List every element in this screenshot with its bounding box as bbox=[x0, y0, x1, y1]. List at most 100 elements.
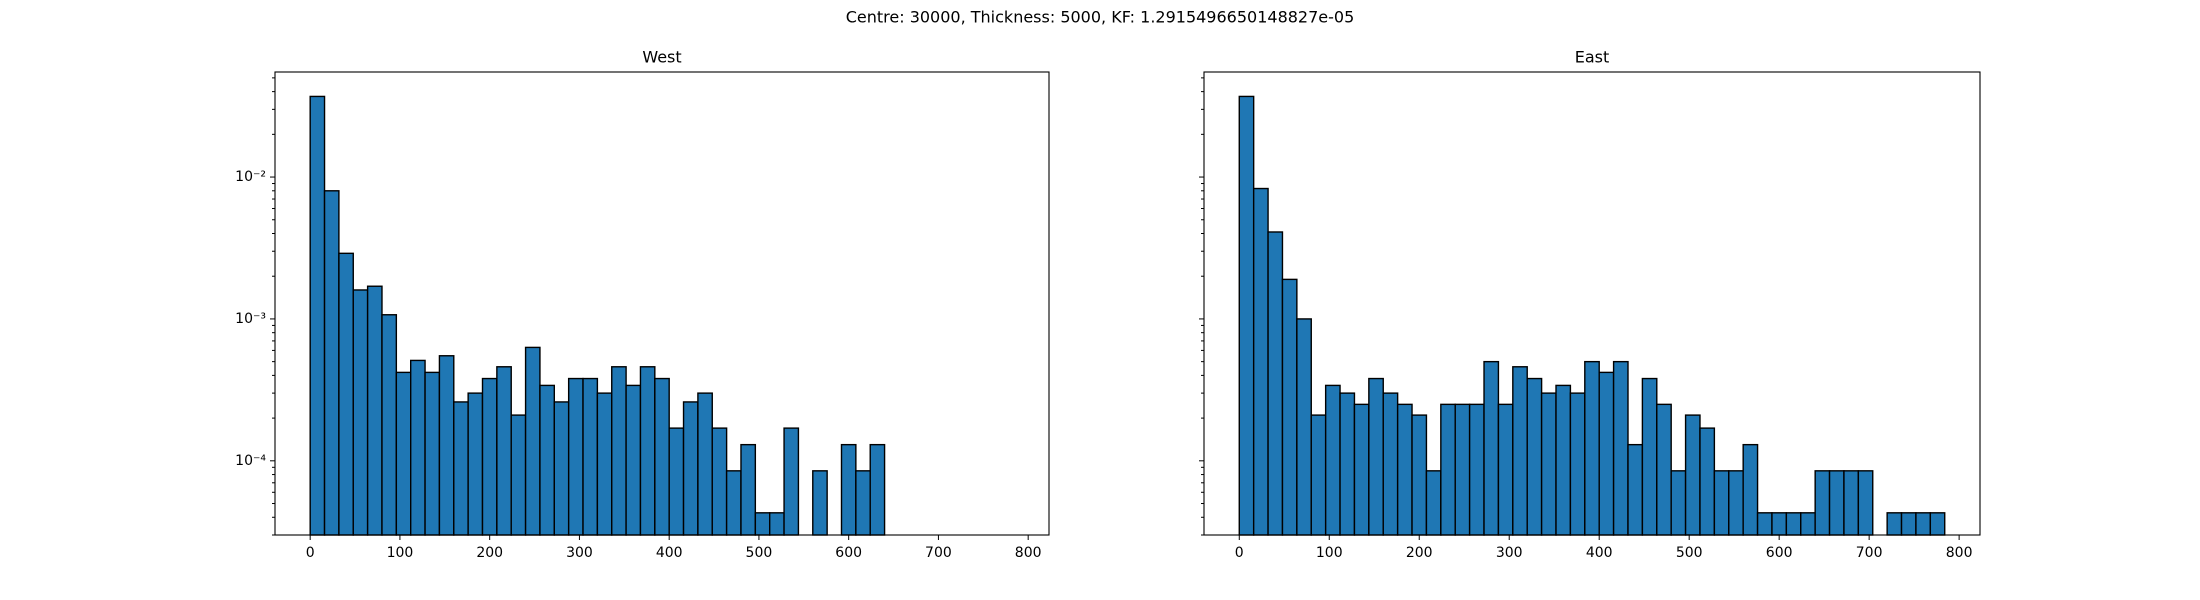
x-tick-label: 500 bbox=[1676, 545, 1703, 561]
x-tick-label: 500 bbox=[746, 545, 773, 561]
bar bbox=[1814, 470, 1831, 536]
bar bbox=[1382, 392, 1399, 536]
bar bbox=[840, 443, 857, 536]
bar bbox=[567, 377, 584, 536]
bar bbox=[338, 252, 354, 536]
axes-title: East bbox=[1575, 48, 1610, 67]
bar bbox=[1641, 377, 1658, 536]
bar bbox=[1555, 384, 1572, 536]
bar bbox=[1468, 403, 1485, 536]
bar bbox=[596, 392, 613, 536]
bar bbox=[1612, 360, 1629, 536]
bar bbox=[1339, 392, 1356, 536]
bar bbox=[352, 289, 369, 536]
bar bbox=[1699, 427, 1716, 536]
bar bbox=[812, 470, 828, 536]
bar bbox=[1454, 403, 1471, 536]
bar bbox=[395, 371, 412, 536]
bar bbox=[1843, 470, 1860, 536]
bar bbox=[1267, 231, 1284, 536]
x-tick-label: 600 bbox=[835, 545, 862, 561]
bar bbox=[725, 470, 742, 536]
bar bbox=[1756, 512, 1773, 536]
bar bbox=[611, 366, 627, 536]
bar bbox=[639, 366, 656, 536]
bar bbox=[1238, 95, 1255, 536]
bar bbox=[410, 359, 426, 536]
bar bbox=[1497, 403, 1514, 536]
bar bbox=[1310, 414, 1327, 536]
x-tick-label: 800 bbox=[1946, 545, 1973, 561]
bar bbox=[869, 443, 886, 536]
bar bbox=[1785, 512, 1802, 536]
bar bbox=[1713, 470, 1730, 536]
axes-title: West bbox=[642, 48, 681, 67]
y-tick-label: 10⁻⁴ bbox=[235, 453, 266, 469]
bar bbox=[697, 392, 713, 536]
bar bbox=[467, 392, 484, 536]
bar bbox=[1584, 360, 1600, 536]
x-tick-label: 0 bbox=[1235, 545, 1244, 561]
bar bbox=[309, 95, 326, 536]
bar bbox=[510, 414, 527, 536]
x-tick-label: 700 bbox=[925, 545, 952, 561]
axes-frame bbox=[1203, 71, 1981, 536]
x-tick-label: 700 bbox=[1856, 545, 1883, 561]
bar bbox=[1296, 318, 1312, 536]
bar bbox=[438, 355, 455, 536]
bar bbox=[1598, 371, 1615, 536]
bar bbox=[1425, 470, 1442, 536]
bar bbox=[1627, 443, 1644, 536]
y-tick-label: 10⁻³ bbox=[235, 311, 266, 327]
bar bbox=[783, 427, 800, 536]
bar bbox=[1828, 470, 1845, 536]
y-tick-label: 10⁻² bbox=[235, 169, 266, 185]
bar bbox=[1771, 512, 1788, 536]
x-tick-label: 400 bbox=[1586, 545, 1613, 561]
bar bbox=[1569, 392, 1586, 536]
bar bbox=[582, 377, 599, 536]
x-tick-label: 300 bbox=[566, 545, 593, 561]
bar bbox=[1512, 366, 1528, 536]
x-tick-label: 600 bbox=[1766, 545, 1793, 561]
bar bbox=[654, 377, 670, 536]
bar bbox=[1857, 470, 1874, 536]
bar bbox=[1252, 187, 1269, 536]
bar bbox=[1411, 414, 1428, 536]
bar bbox=[1670, 470, 1687, 536]
bar bbox=[668, 427, 685, 536]
bar bbox=[754, 512, 771, 536]
bar bbox=[553, 401, 570, 536]
bar bbox=[855, 470, 871, 536]
bar bbox=[323, 190, 340, 536]
axes-frame bbox=[274, 71, 1050, 536]
bar bbox=[481, 377, 498, 536]
bar bbox=[1526, 377, 1543, 536]
bar bbox=[711, 427, 728, 536]
bar bbox=[1324, 384, 1341, 536]
bar bbox=[1656, 403, 1672, 536]
x-tick-label: 300 bbox=[1496, 545, 1523, 561]
bar bbox=[424, 371, 441, 536]
x-tick-label: 400 bbox=[656, 545, 683, 561]
bar bbox=[1886, 512, 1903, 536]
bar bbox=[1396, 403, 1413, 536]
bar bbox=[366, 285, 383, 536]
bar bbox=[625, 384, 642, 536]
x-tick-label: 100 bbox=[1316, 545, 1343, 561]
bar bbox=[539, 384, 556, 536]
x-tick-label: 0 bbox=[306, 545, 315, 561]
bar bbox=[1483, 360, 1500, 536]
bar bbox=[1915, 512, 1932, 536]
bar bbox=[1281, 278, 1298, 536]
bar bbox=[1368, 377, 1384, 536]
bar bbox=[524, 346, 541, 536]
bar bbox=[1728, 470, 1744, 536]
bar bbox=[1929, 512, 1946, 536]
bar bbox=[1353, 403, 1370, 536]
figure-title: Centre: 30000, Thickness: 5000, KF: 1.29… bbox=[846, 8, 1355, 27]
x-tick-label: 200 bbox=[476, 545, 503, 561]
bar bbox=[1684, 414, 1701, 536]
bar bbox=[682, 401, 699, 536]
